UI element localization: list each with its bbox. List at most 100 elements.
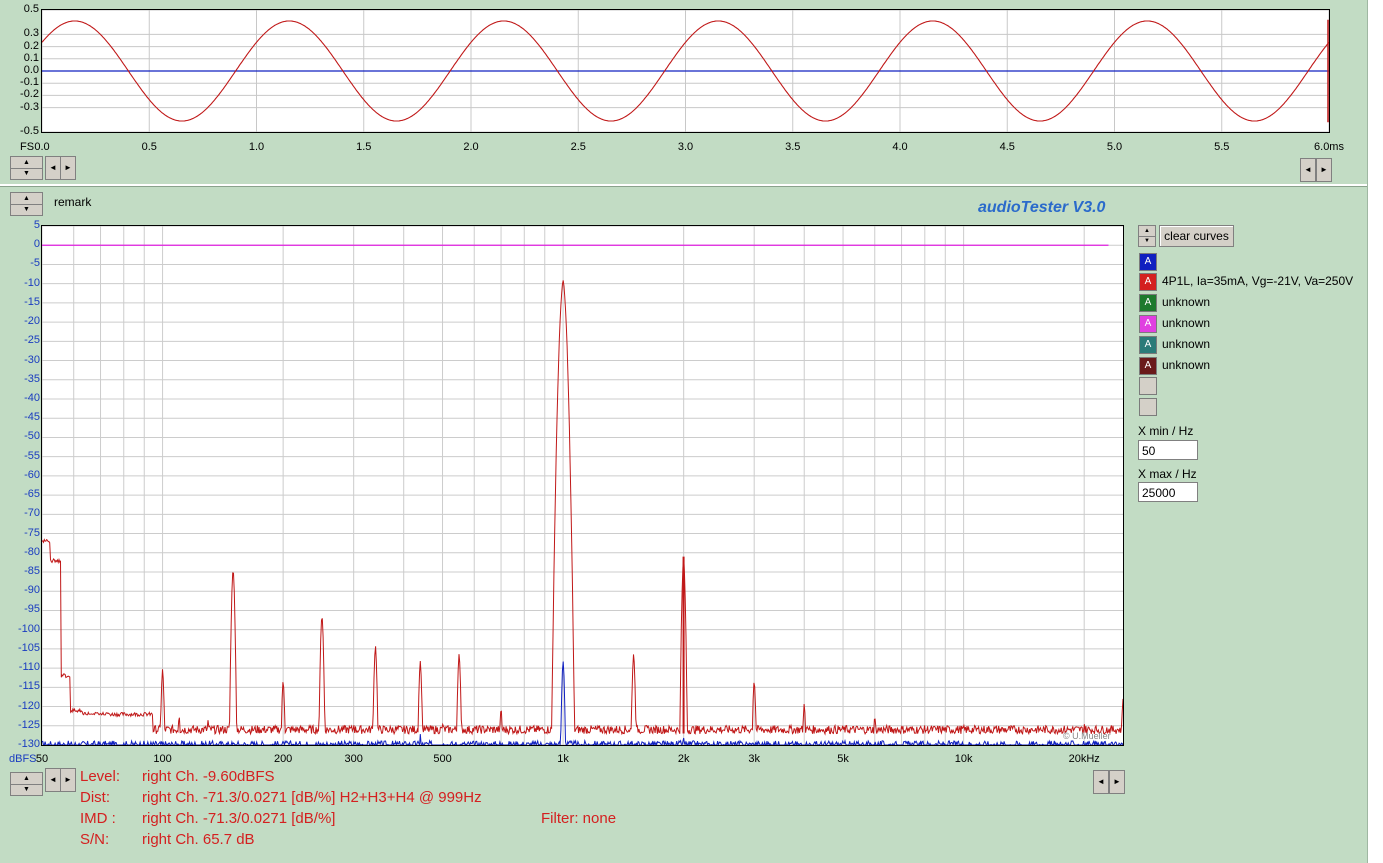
clear-curves-button[interactable]: clear curves xyxy=(1159,225,1234,247)
spectrum-y-tick-label: -80 xyxy=(24,545,40,558)
spectrum-y-tick-label: -30 xyxy=(24,353,40,366)
spin-down-icon[interactable]: ▼ xyxy=(23,170,30,177)
app-brand: audioTester V3.0 xyxy=(978,199,1106,216)
spectrum-y-tick-label: -115 xyxy=(18,680,40,693)
time-y-tick-label: -0.3 xyxy=(20,100,39,113)
channel-label: 4P1L, Ia=35mA, Vg=-21V, Va=250V xyxy=(1162,274,1354,288)
time-y-tick-label: -0.5 xyxy=(20,125,39,137)
spectrum-scale-spinner[interactable]: ▲ ▼ xyxy=(10,772,43,796)
sn-value: right Ch. 65.7 dB xyxy=(142,831,255,848)
time-y-tick-label: 0.0 xyxy=(23,64,39,76)
channel-label: unknown xyxy=(1162,295,1211,309)
time-scroll-right-button[interactable]: ► xyxy=(60,156,76,180)
level-label: Level: xyxy=(80,768,121,785)
red-spectrum-trace xyxy=(41,280,1124,736)
channel-toggle-button[interactable]: A xyxy=(1139,253,1157,271)
xmin-label: X min / Hz xyxy=(1138,424,1194,438)
spin-down-icon[interactable]: ▼ xyxy=(23,206,30,213)
spectrum-pan-left-button[interactable]: ◄ xyxy=(1093,770,1109,794)
spectrum-x-tick-label: 300 xyxy=(344,753,363,765)
time-x-tick-label: 1.5 xyxy=(356,141,372,153)
xmax-input[interactable]: 25000 xyxy=(1138,482,1198,502)
filter-status: Filter: none xyxy=(541,810,617,827)
spectrum-y-tick-label: -120 xyxy=(17,699,40,712)
channel-label: unknown xyxy=(1162,337,1211,351)
spin-down-icon[interactable]: ▼ xyxy=(23,786,30,793)
spectrum-x-tick-label: 20kHz xyxy=(1068,753,1100,765)
spectrum-y-tick-label: -55 xyxy=(24,449,40,462)
spectrum-y-tick-label: -125 xyxy=(17,718,40,731)
time-y-tick-label: -0.2 xyxy=(20,88,39,101)
time-x-tick-label: 3.0 xyxy=(677,141,694,153)
spectrum-y-tick-label: -100 xyxy=(17,622,40,635)
window-right-edge xyxy=(1367,0,1383,863)
spectrum-x-tick-label: 10k xyxy=(954,753,973,765)
channel-label: unknown xyxy=(1162,358,1211,372)
channel-toggle-button[interactable]: A xyxy=(1139,336,1157,354)
panel-divider xyxy=(0,184,1367,187)
channel-label: unknown xyxy=(1162,316,1211,330)
time-x-tick-label: 5.0 xyxy=(1106,141,1123,153)
spin-up-icon[interactable]: ▲ xyxy=(1139,226,1155,237)
time-y-tick-label: 0.2 xyxy=(23,39,39,52)
spectrum-y-tick-label: -65 xyxy=(24,488,40,501)
spin-up-icon[interactable]: ▲ xyxy=(11,157,42,169)
time-x-tick-label: 5.5 xyxy=(1214,141,1230,153)
time-y-tick-label: 0.3 xyxy=(23,27,39,40)
spectrum-y-unit-label: dBFS xyxy=(9,753,37,765)
spectrum-y-tick-label: -5 xyxy=(30,257,40,270)
spectrum-y-tick-label: -45 xyxy=(24,411,40,424)
spectrum-x-tick-label: 50 xyxy=(35,753,49,765)
dist-value: right Ch. -71.3/0.0271 [dB/%] H2+H3+H4 @… xyxy=(142,789,482,806)
spectrum-y-tick-label: 5 xyxy=(33,219,40,231)
spectrum-scroll-right-button[interactable]: ► xyxy=(60,768,76,792)
remark-label: remark xyxy=(54,195,92,209)
imd-value: right Ch. -71.3/0.0271 [dB/%] xyxy=(142,810,336,827)
time-y-unit-label: FS xyxy=(20,141,35,153)
spectrum-y-tick-label: -10 xyxy=(24,276,40,289)
curves-spinner[interactable]: ▲ ▼ xyxy=(1138,225,1156,247)
time-y-tick-label: 0.5 xyxy=(23,3,39,15)
spin-up-icon[interactable]: ▲ xyxy=(11,193,42,205)
time-x-tick-label: 4.5 xyxy=(999,141,1015,153)
spectrum-plot: © U.Mueller xyxy=(41,225,1124,747)
channel-toggle-button[interactable]: A xyxy=(1139,357,1157,375)
time-x-tick-label: 3.5 xyxy=(785,141,801,153)
time-x-tick-label: 4.0 xyxy=(892,141,908,153)
spin-down-icon[interactable]: ▼ xyxy=(1144,238,1150,244)
time-pan-left-button[interactable]: ◄ xyxy=(1300,158,1316,182)
sn-label: S/N: xyxy=(80,831,110,848)
spectrum-y-tick-label: -75 xyxy=(24,526,40,539)
level-value: right Ch. -9.60dBFS xyxy=(142,768,275,785)
time-pan-right-button[interactable]: ► xyxy=(1316,158,1332,182)
xmin-input[interactable]: 50 xyxy=(1138,440,1198,460)
empty-channel-slot[interactable] xyxy=(1139,377,1157,395)
xmax-label: X max / Hz xyxy=(1138,467,1197,481)
remark-spinner[interactable]: ▲ ▼ xyxy=(10,192,43,216)
spectrum-scroll-left-button[interactable]: ◄ xyxy=(45,768,61,792)
time-x-tick-label: 6.0ms xyxy=(1314,141,1344,153)
spectrum-y-tick-label: -20 xyxy=(24,315,40,328)
spectrum-pan-right-button[interactable]: ► xyxy=(1109,770,1125,794)
spectrum-svg: © U.Mueller xyxy=(41,225,1124,747)
spectrum-x-tick-label: 3k xyxy=(748,753,760,765)
time-scale-spinner[interactable]: ▲ ▼ xyxy=(10,156,43,180)
spectrum-y-tick-label: 0 xyxy=(33,238,40,251)
spectrum-y-tick-label: -60 xyxy=(24,468,40,481)
dist-label: Dist: xyxy=(80,789,110,806)
channel-toggle-button[interactable]: A xyxy=(1139,294,1157,312)
time-scroll-left-button[interactable]: ◄ xyxy=(45,156,61,180)
spectrum-y-tick-label: -85 xyxy=(24,565,40,577)
empty-channel-slot[interactable] xyxy=(1139,398,1157,416)
channel-toggle-button[interactable]: A xyxy=(1139,315,1157,333)
channel-toggle-button[interactable]: A xyxy=(1139,273,1157,291)
time-domain-plot xyxy=(41,9,1330,133)
spectrum-y-tick-label: -105 xyxy=(17,641,40,654)
spin-up-icon[interactable]: ▲ xyxy=(11,773,42,785)
spectrum-x-tick-label: 2k xyxy=(677,753,690,765)
watermark: © U.Mueller xyxy=(1063,731,1111,741)
spectrum-y-tick-label: -90 xyxy=(24,584,40,597)
time-x-tick-label: 1.0 xyxy=(248,141,265,153)
spectrum-x-tick-label: 500 xyxy=(433,753,452,765)
time-x-tick-label: 0.0 xyxy=(34,141,50,153)
